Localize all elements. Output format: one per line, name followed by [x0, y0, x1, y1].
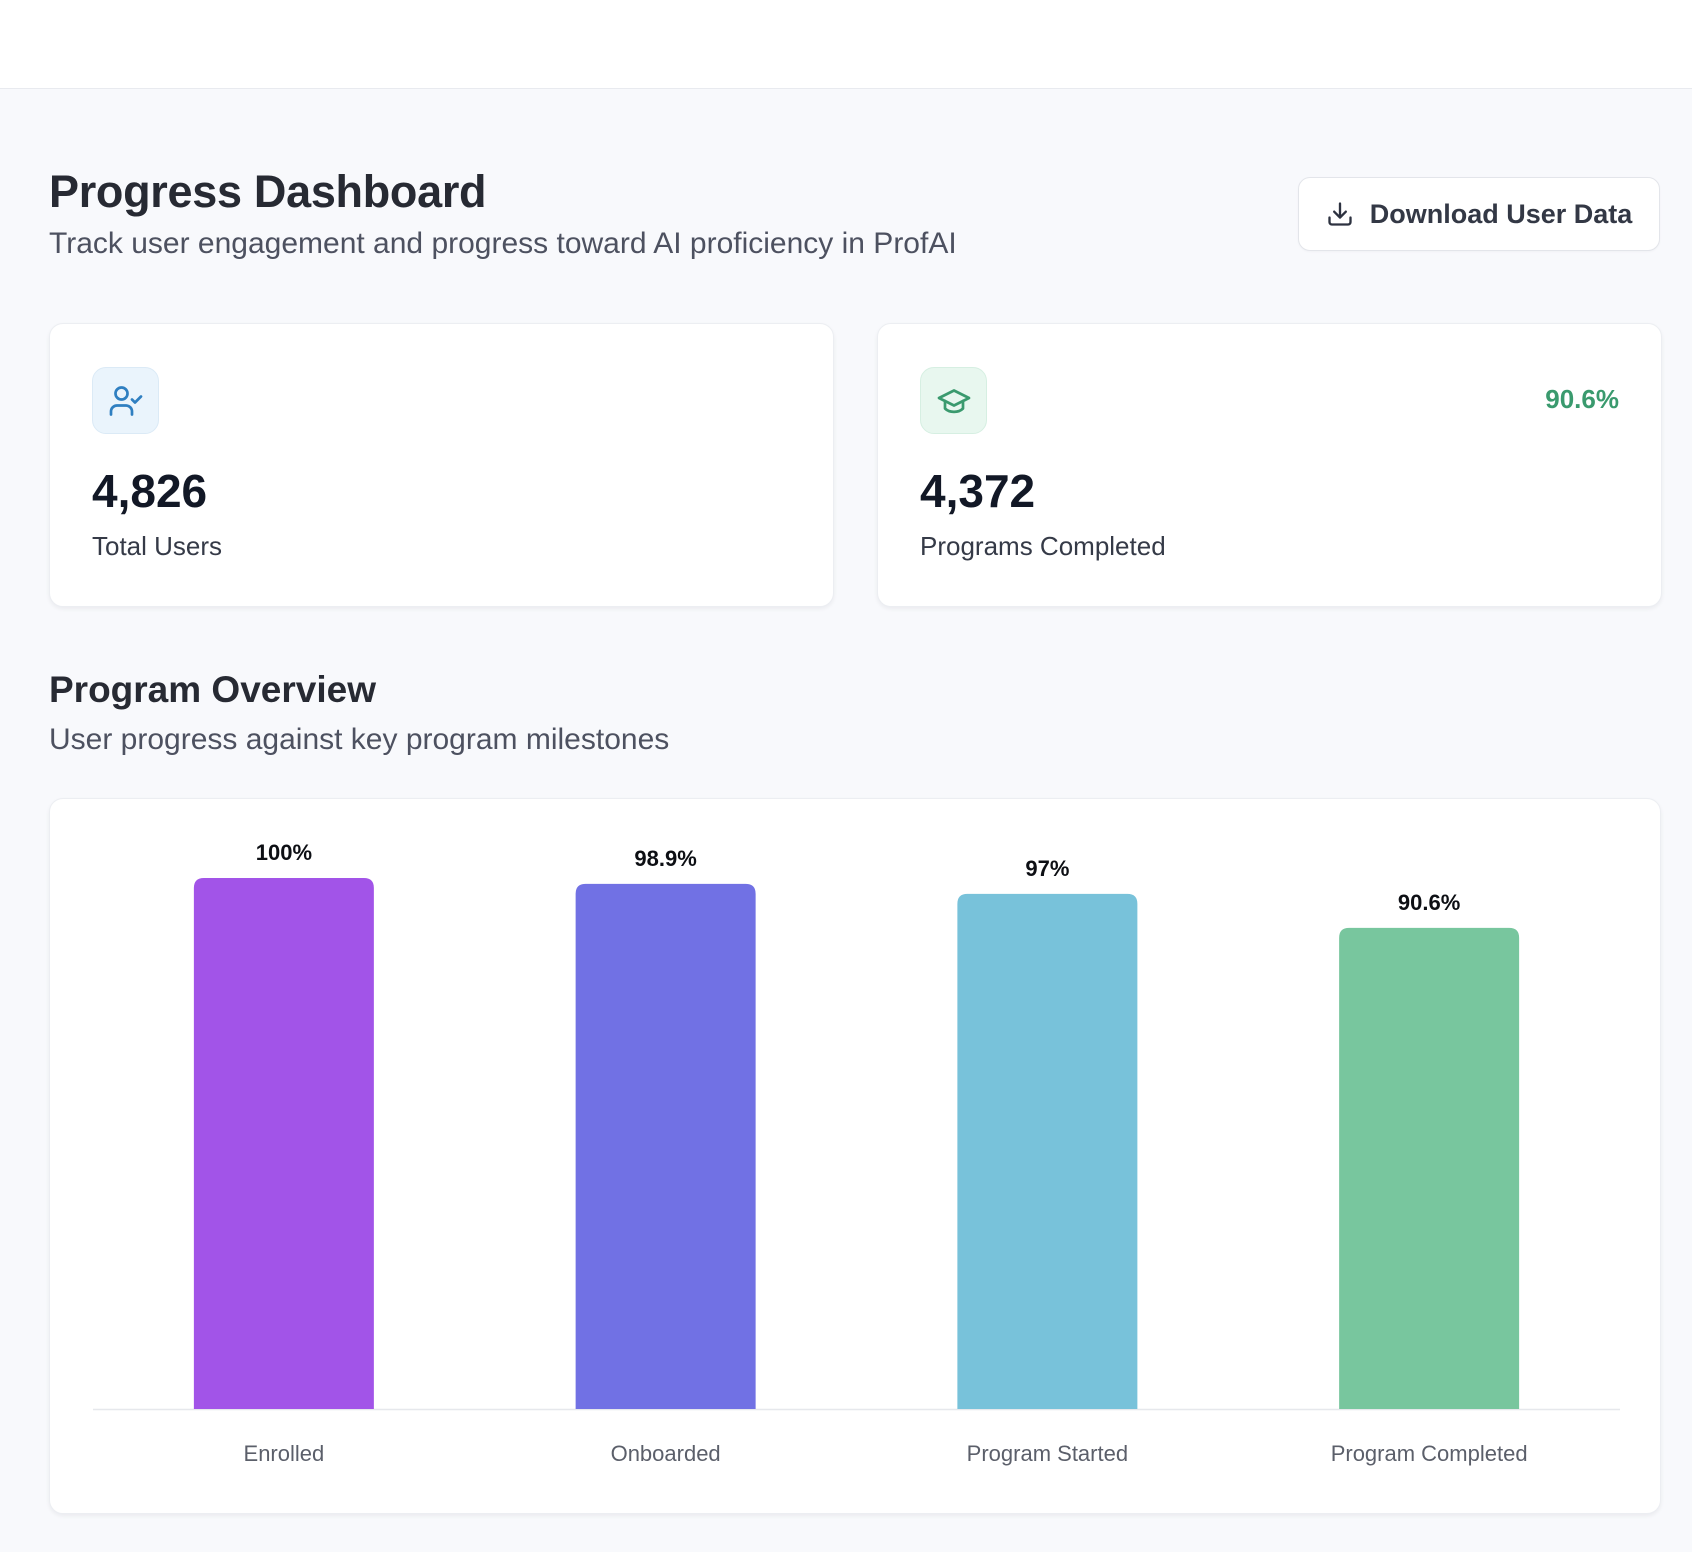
bar-program-started[interactable]	[957, 893, 1138, 1409]
graduation-cap-icon	[920, 367, 987, 434]
download-button-label: Download User Data	[1369, 198, 1633, 229]
bar-value-label: 97%	[1025, 856, 1069, 881]
x-tick-label: Enrolled	[244, 1441, 325, 1466]
page-subtitle: Track user engagement and progress towar…	[49, 227, 957, 260]
page-title: Progress Dashboard	[49, 166, 487, 217]
total-users-value: 4,826	[92, 465, 208, 517]
x-tick-label: Program Completed	[1331, 1441, 1528, 1466]
user-check-icon	[92, 367, 159, 434]
bar-value-label: 90.6%	[1398, 890, 1460, 915]
programs-completed-value: 4,372	[920, 465, 1036, 517]
bar-value-label: 100%	[256, 840, 312, 865]
total-users-label: Total Users	[92, 531, 223, 561]
bar-program-completed[interactable]	[1339, 927, 1520, 1409]
program-overview-chart: 100% Enrolled 98.9% Onboarded 97% Program Sta…	[49, 798, 1661, 1514]
x-tick-label: Program Started	[967, 1441, 1128, 1466]
top-bar	[0, 0, 1692, 89]
completion-percent: 90.6%	[1545, 384, 1619, 414]
bar-value-label: 98.9%	[634, 846, 696, 871]
program-overview-title: Program Overview	[49, 669, 376, 710]
bar-chart: 100% Enrolled 98.9% Onboarded 97% Program Sta…	[93, 840, 1620, 1466]
total-users-card: 4,826 Total Users	[49, 323, 834, 607]
download-icon	[1326, 200, 1354, 228]
download-user-data-button[interactable]: Download User Data	[1298, 177, 1660, 251]
program-overview-subtitle: User progress against key program milest…	[49, 723, 670, 756]
programs-completed-card: 90.6% 4,372 Programs Completed	[877, 323, 1662, 607]
bar-onboarded[interactable]	[575, 883, 756, 1409]
x-tick-label: Onboarded	[611, 1441, 721, 1466]
bar-enrolled[interactable]	[193, 878, 374, 1409]
programs-completed-label: Programs Completed	[920, 531, 1166, 561]
